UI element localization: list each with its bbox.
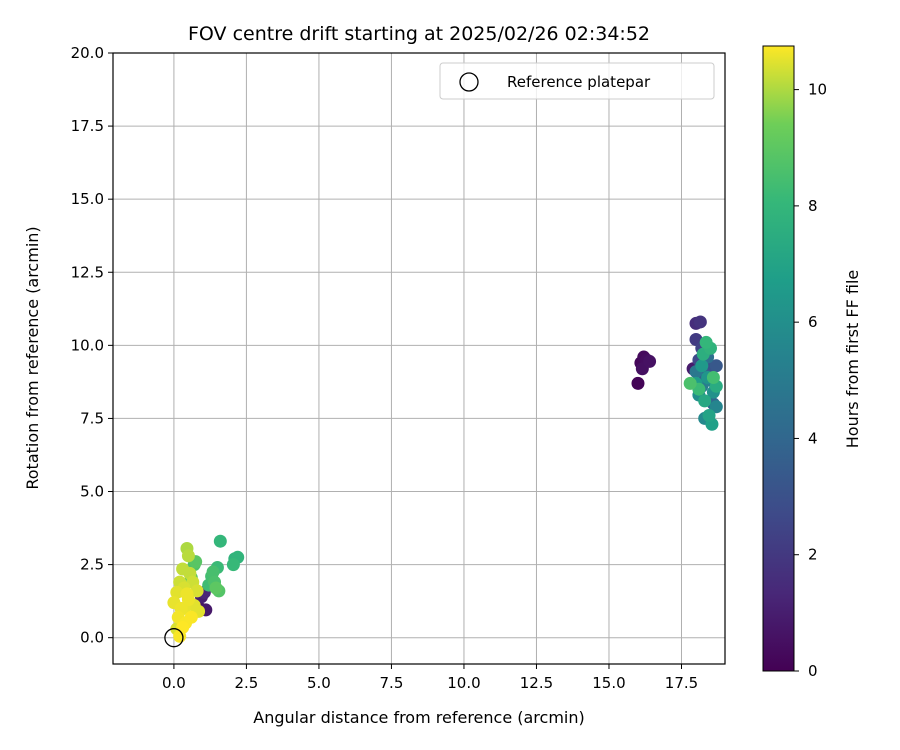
data-point [698,394,712,408]
data-point [695,359,709,373]
x-tick-label: 2.5 [234,674,258,692]
data-point [190,584,204,598]
colorbar-tick-label: 6 [808,313,818,331]
y-tick-label: 5.0 [80,483,104,501]
x-tick-label: 12.5 [520,674,553,692]
x-axis-label: Angular distance from reference (arcmin) [253,708,584,727]
y-tick-label: 10.0 [71,336,104,354]
colorbar-ticks: 0 2 4 6 8 10 [794,81,827,680]
colorbar-gradient [762,45,795,672]
y-tick-label: 12.5 [71,263,104,281]
data-point [180,587,194,601]
colorbar-tick-label: 10 [808,81,827,99]
data-point [226,558,240,572]
chart-title: FOV centre drift starting at 2025/02/26 … [188,23,650,45]
scatter-points [167,315,723,643]
data-point [184,610,198,624]
data-point [176,620,190,634]
data-point [181,549,195,563]
colorbar: 0 2 4 6 8 10 Hours from first FF file [762,45,862,680]
data-point [706,371,720,385]
y-tick-label: 7.5 [80,409,104,427]
legend-entry-reference: Reference platepar [507,73,651,91]
x-tick-label: 0.0 [162,674,186,692]
grid-lines [113,52,725,664]
colorbar-label: Hours from first FF file [843,270,862,449]
data-point [709,400,723,414]
legend-marker-icon [459,72,479,92]
colorbar-tick-label: 0 [808,662,818,680]
colorbar-tick-label: 4 [808,429,818,447]
y-axis-ticks: 0.0 2.5 5.0 7.5 10.0 12.5 15.0 17.5 20.0 [71,44,113,647]
data-point [643,354,657,368]
plot-frame [112,52,726,665]
x-axis-ticks: 0.0 2.5 5.0 7.5 10.0 12.5 15.0 17.5 [162,664,698,692]
data-point [206,565,220,579]
data-point [209,581,223,595]
data-point [213,534,227,548]
y-tick-label: 0.0 [80,629,104,647]
x-tick-label: 10.0 [447,674,480,692]
colorbar-tick-label: 8 [808,197,818,215]
legend-box [439,62,715,100]
y-axis-label: Rotation from reference (arcmin) [23,226,42,489]
colorbar-tick-label: 2 [808,546,818,564]
x-tick-label: 15.0 [592,674,625,692]
data-point [631,376,645,390]
reference-platepar-marker [164,628,184,648]
y-tick-label: 17.5 [71,117,104,135]
legend: Reference platepar [439,62,715,100]
data-point [702,409,716,423]
y-tick-label: 2.5 [80,556,104,574]
data-point [693,315,707,329]
x-tick-label: 5.0 [307,674,331,692]
y-tick-label: 20.0 [71,44,104,62]
y-tick-label: 15.0 [71,190,104,208]
x-tick-label: 17.5 [665,674,698,692]
data-point [170,585,184,599]
data-point [683,376,697,390]
data-point [709,359,723,373]
x-tick-label: 7.5 [380,674,404,692]
data-point [699,335,713,349]
